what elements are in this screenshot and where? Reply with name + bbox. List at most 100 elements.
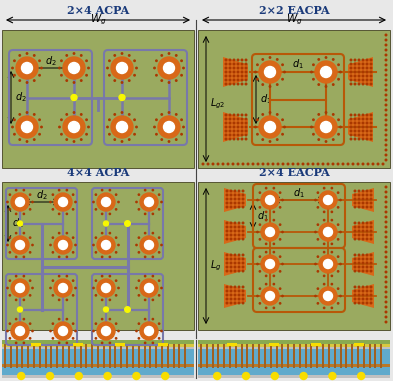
Circle shape [358, 122, 360, 124]
Circle shape [118, 201, 119, 203]
Circle shape [370, 59, 372, 61]
Circle shape [238, 230, 240, 232]
Circle shape [370, 63, 372, 65]
Bar [328, 344, 330, 368]
Circle shape [23, 256, 24, 258]
Circle shape [385, 84, 387, 86]
Circle shape [222, 163, 224, 165]
Circle shape [12, 67, 13, 69]
Circle shape [323, 243, 325, 245]
Circle shape [370, 226, 372, 228]
Circle shape [358, 286, 360, 288]
Text: $d_1$: $d_1$ [292, 57, 304, 71]
Circle shape [101, 342, 103, 344]
Circle shape [19, 114, 20, 115]
Circle shape [366, 230, 368, 232]
Bar [293, 344, 295, 368]
Circle shape [340, 295, 341, 297]
Polygon shape [352, 220, 374, 244]
Circle shape [354, 230, 356, 232]
Circle shape [279, 256, 281, 257]
Circle shape [354, 254, 356, 256]
Circle shape [242, 238, 244, 240]
Circle shape [145, 197, 154, 207]
Circle shape [11, 322, 29, 340]
Circle shape [323, 251, 325, 253]
Text: $d_1$: $d_1$ [257, 209, 269, 223]
Bar [2, 364, 194, 367]
Bar [2, 182, 194, 330]
Circle shape [29, 280, 31, 281]
Circle shape [366, 122, 368, 124]
Circle shape [14, 60, 15, 61]
Bar [91, 344, 93, 368]
Circle shape [238, 302, 240, 304]
Circle shape [385, 211, 387, 213]
Circle shape [332, 163, 334, 165]
Circle shape [109, 319, 110, 320]
Bar [227, 343, 237, 346]
Circle shape [86, 133, 87, 135]
Circle shape [234, 270, 236, 272]
Circle shape [318, 139, 320, 140]
Circle shape [302, 163, 304, 165]
Circle shape [158, 209, 160, 210]
Circle shape [354, 294, 356, 296]
Circle shape [277, 84, 278, 85]
Circle shape [325, 57, 327, 58]
Bar [198, 367, 390, 375]
Circle shape [145, 342, 146, 344]
Circle shape [238, 238, 240, 240]
Circle shape [323, 211, 325, 213]
Circle shape [266, 283, 267, 285]
Circle shape [350, 59, 352, 61]
Circle shape [273, 307, 275, 309]
Circle shape [59, 189, 60, 191]
Circle shape [101, 232, 103, 234]
Circle shape [366, 258, 368, 260]
Circle shape [282, 163, 284, 165]
Circle shape [237, 130, 239, 132]
Circle shape [66, 232, 68, 234]
Circle shape [145, 256, 146, 258]
Circle shape [238, 286, 240, 288]
Bar [229, 344, 231, 368]
Circle shape [319, 223, 337, 241]
Circle shape [362, 286, 364, 288]
Circle shape [370, 254, 372, 256]
Circle shape [385, 231, 387, 233]
Circle shape [266, 259, 274, 269]
Text: 2×4 ACPA: 2×4 ACPA [67, 5, 129, 16]
Circle shape [116, 338, 117, 339]
Bar [345, 344, 347, 368]
Circle shape [264, 67, 275, 77]
Polygon shape [224, 188, 246, 212]
Circle shape [362, 114, 364, 116]
Circle shape [321, 67, 332, 77]
Circle shape [331, 275, 332, 277]
Circle shape [358, 294, 360, 296]
Circle shape [354, 270, 356, 272]
Circle shape [152, 275, 154, 277]
Bar [184, 344, 186, 368]
Circle shape [233, 134, 235, 136]
Circle shape [358, 202, 360, 204]
Circle shape [362, 59, 364, 61]
Circle shape [385, 276, 387, 278]
Circle shape [163, 62, 174, 74]
Circle shape [86, 60, 87, 61]
Bar [299, 344, 301, 368]
Circle shape [264, 122, 275, 133]
Circle shape [323, 275, 325, 277]
Circle shape [140, 322, 158, 340]
Circle shape [245, 134, 247, 136]
Circle shape [242, 294, 244, 296]
Circle shape [229, 122, 231, 124]
Circle shape [354, 286, 356, 288]
Circle shape [318, 114, 320, 115]
Circle shape [385, 266, 387, 268]
Circle shape [279, 224, 281, 225]
Bar [16, 344, 18, 368]
Circle shape [145, 275, 146, 277]
Circle shape [321, 122, 332, 133]
